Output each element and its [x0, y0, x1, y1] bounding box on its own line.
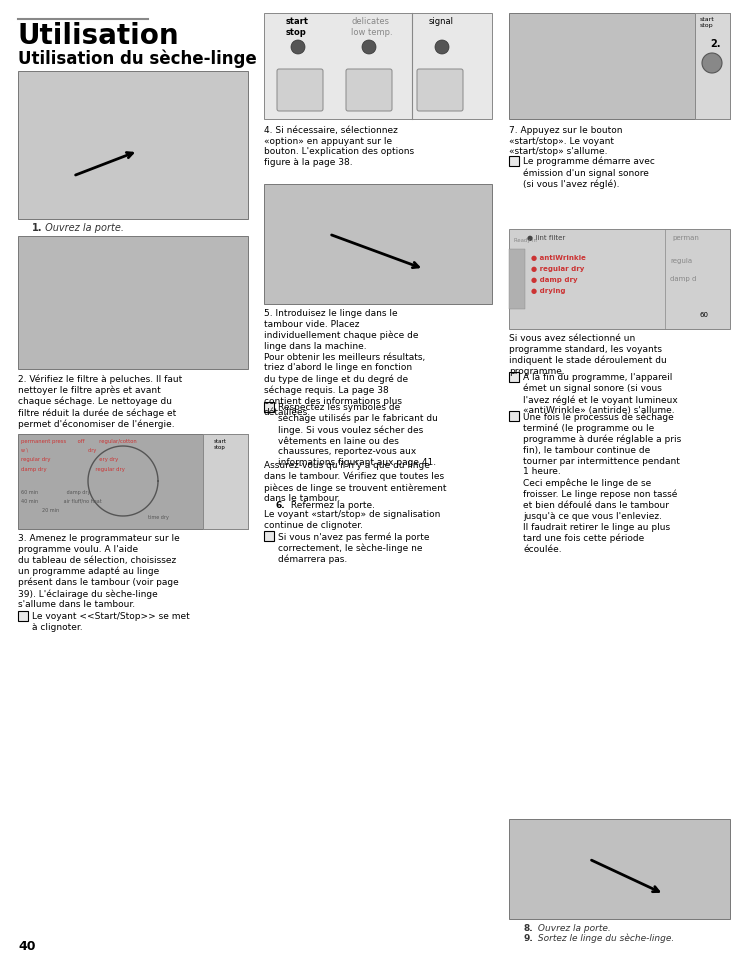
- Bar: [18, 71, 248, 220]
- Text: perman: perman: [672, 234, 699, 241]
- Text: 9.: 9.: [523, 933, 533, 942]
- Text: time dry: time dry: [148, 515, 169, 519]
- Circle shape: [435, 41, 449, 55]
- Text: regular dry                              ery dry: regular dry ery dry: [21, 456, 118, 461]
- Text: ● lint filter: ● lint filter: [527, 234, 565, 241]
- Text: regula: regula: [670, 257, 692, 264]
- Bar: [264, 185, 492, 305]
- Text: start
stop: start stop: [700, 17, 714, 28]
- Text: ● damp dry: ● damp dry: [531, 276, 578, 283]
- Text: Assurez-vous qu'il n'y a que du linge
dans le tambour. Vérifiez que toutes les
p: Assurez-vous qu'il n'y a que du linge da…: [264, 460, 446, 503]
- Text: 60: 60: [700, 312, 709, 317]
- Text: Sortez le linge du sèche-linge.: Sortez le linge du sèche-linge.: [535, 933, 675, 943]
- Text: 40 min                 air fluff/no heat: 40 min air fluff/no heat: [21, 498, 102, 503]
- Text: 1.: 1.: [32, 223, 43, 233]
- Text: A la fin du programme, l'appareil
émet un signal sonore (si vous
l'avez réglé et: A la fin du programme, l'appareil émet u…: [523, 373, 677, 416]
- Text: Refermez la porte.: Refermez la porte.: [288, 500, 375, 510]
- Bar: [509, 230, 730, 330]
- Bar: [18, 236, 248, 370]
- Bar: [18, 612, 28, 621]
- FancyBboxPatch shape: [417, 70, 463, 112]
- Bar: [509, 820, 730, 919]
- FancyBboxPatch shape: [346, 70, 392, 112]
- Text: permanent press       off         regular/cotton: permanent press off regular/cotton: [21, 438, 137, 443]
- Text: damp d: damp d: [670, 275, 697, 282]
- Text: Ready In: Ready In: [514, 237, 537, 243]
- Bar: [203, 435, 248, 530]
- Bar: [509, 412, 519, 421]
- Text: Le programme démarre avec
émission d'un signal sonore
(si vous l'avez réglé).: Le programme démarre avec émission d'un …: [523, 157, 655, 189]
- Text: Ouvrez la porte.: Ouvrez la porte.: [535, 923, 611, 932]
- Bar: [264, 402, 274, 413]
- Text: signal: signal: [429, 17, 454, 26]
- Text: ● regular dry: ● regular dry: [531, 266, 584, 272]
- Text: 40: 40: [18, 939, 35, 952]
- Text: w \                                        dry: w \ dry: [21, 448, 96, 453]
- Bar: [509, 157, 519, 167]
- Text: damp dry                              regular dry: damp dry regular dry: [21, 467, 125, 472]
- Text: Utilisation: Utilisation: [18, 22, 179, 50]
- Text: 60 min                   damp dry: 60 min damp dry: [21, 490, 90, 495]
- Text: Respectez les symboles de
séchage utilisés par le fabricant du
linge. Si vous vo: Respectez les symboles de séchage utilis…: [278, 402, 438, 467]
- Text: delicates
low temp.: delicates low temp.: [351, 17, 393, 37]
- Text: Le voyant <<Start/Stop>> se met
à clignoter.: Le voyant <<Start/Stop>> se met à cligno…: [32, 612, 190, 631]
- Circle shape: [291, 41, 305, 55]
- Text: Si vous avez sélectionné un
programme standard, les voyants
indiquent le stade d: Si vous avez sélectionné un programme st…: [509, 334, 666, 375]
- Bar: [18, 435, 248, 530]
- Text: ● antiWrinkle: ● antiWrinkle: [531, 254, 586, 261]
- Bar: [264, 14, 492, 120]
- Text: ● drying: ● drying: [531, 288, 565, 294]
- Text: Une fois le processus de séchage
terminé (le programme ou le
programme à durée r: Une fois le processus de séchage terminé…: [523, 412, 681, 553]
- Bar: [509, 250, 525, 310]
- Circle shape: [702, 54, 722, 74]
- Text: 5. Introduisez le linge dans le
tambour vide. Placez
individuellement chaque piè: 5. Introduisez le linge dans le tambour …: [264, 309, 425, 416]
- Bar: [509, 14, 730, 120]
- Text: 4. Si nécessaire, sélectionnez
«option» en appuyant sur le
bouton. L'explication: 4. Si nécessaire, sélectionnez «option» …: [264, 126, 414, 167]
- Circle shape: [362, 41, 376, 55]
- Text: Le voyant «start/stop» de signalisation
continue de clignoter.: Le voyant «start/stop» de signalisation …: [264, 510, 441, 529]
- Text: 6.: 6.: [276, 500, 286, 510]
- Text: 8.: 8.: [523, 923, 533, 932]
- FancyBboxPatch shape: [277, 70, 323, 112]
- Text: start
stop: start stop: [286, 17, 309, 37]
- Bar: [264, 532, 274, 541]
- Text: start
stop: start stop: [214, 438, 227, 450]
- Text: 3. Amenez le programmateur sur le
programme voulu. A l'aide
du tableau de sélect: 3. Amenez le programmateur sur le progra…: [18, 534, 180, 609]
- Text: Ouvrez la porte.: Ouvrez la porte.: [42, 223, 124, 233]
- Bar: [695, 14, 730, 120]
- Text: Utilisation du sèche-linge: Utilisation du sèche-linge: [18, 50, 257, 69]
- Bar: [509, 373, 519, 382]
- Text: Si vous n'avez pas fermé la porte
correctement, le sèche-linge ne
démarrera pas.: Si vous n'avez pas fermé la porte correc…: [278, 532, 430, 563]
- Text: 7. Appuyez sur le bouton
«start/stop». Le voyant
«start/stop» s'allume.: 7. Appuyez sur le bouton «start/stop». L…: [509, 126, 622, 156]
- Text: 2. Vérifiez le filtre à peluches. Il faut
nettoyer le filtre après et avant
chaq: 2. Vérifiez le filtre à peluches. Il fau…: [18, 374, 182, 429]
- Text: 2.: 2.: [710, 39, 720, 49]
- Text: 20 min: 20 min: [21, 507, 59, 513]
